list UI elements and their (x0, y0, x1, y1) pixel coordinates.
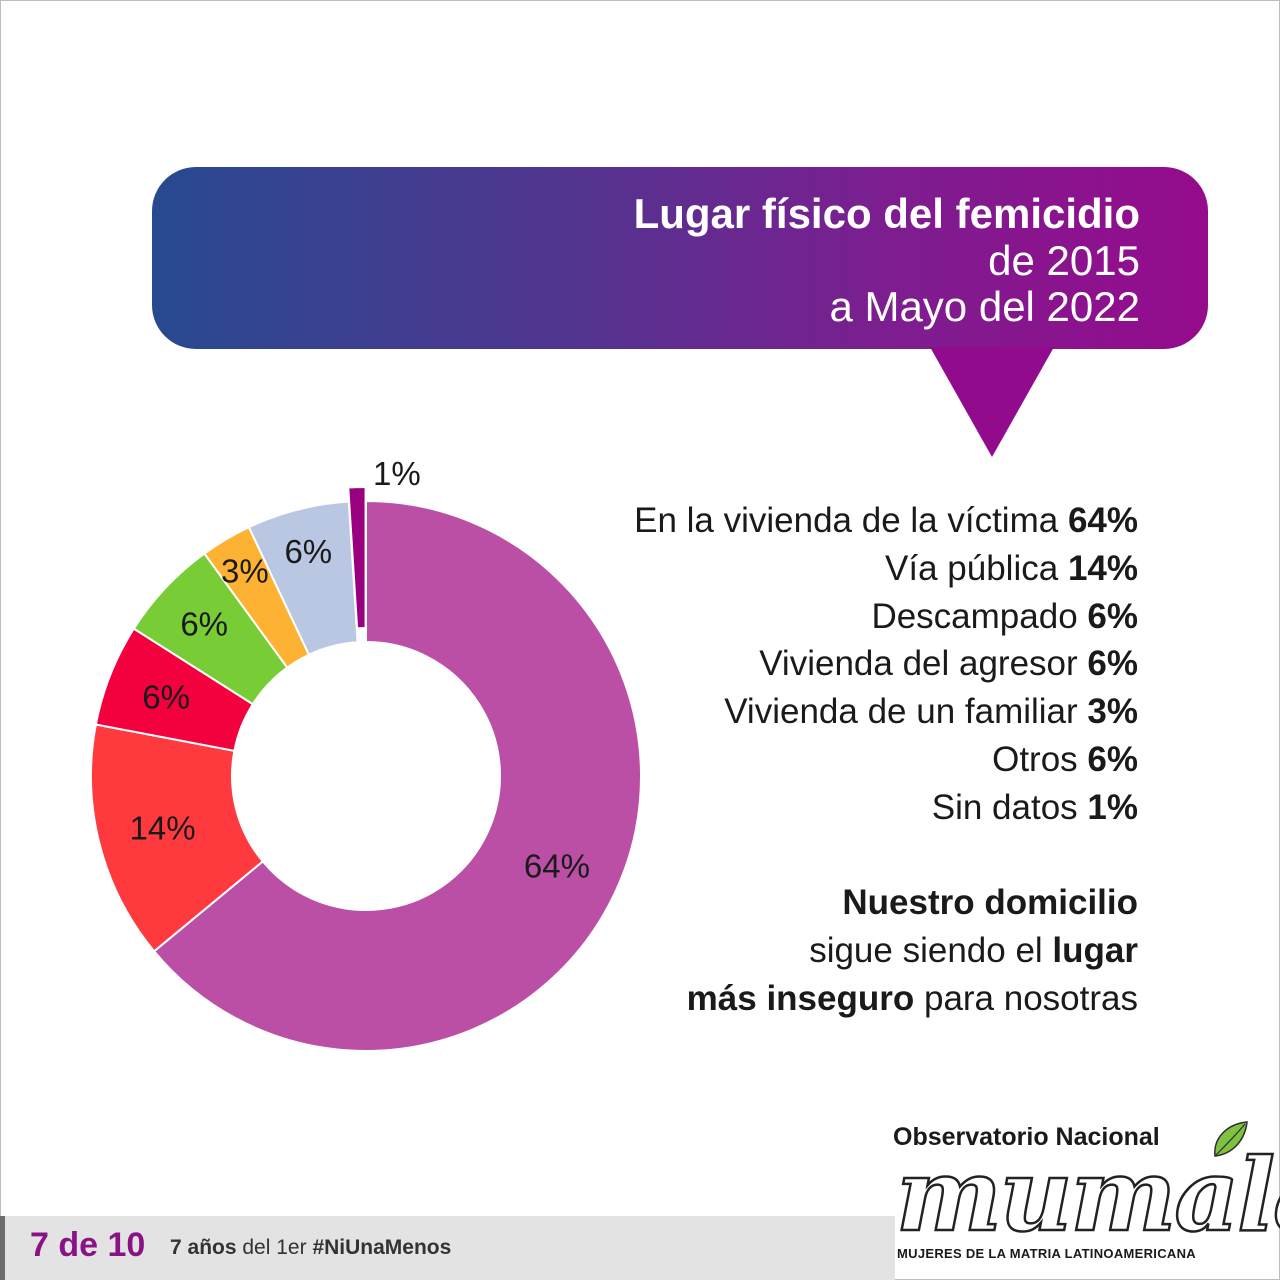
title-bubble (152, 167, 1208, 349)
legend-value: 6% (1087, 596, 1138, 636)
legend-value: 6% (1087, 739, 1138, 779)
footer-hashtag: #NiUnaMenos (312, 1236, 452, 1259)
legend-label: Sin datos (931, 787, 1078, 827)
footer-text: 7 años del 1er #NiUnaMenos (170, 1236, 451, 1260)
footer-connector: del 1er (242, 1236, 307, 1259)
legend-row-vivienda-victima: En la vivienda de la víctima 64% (634, 497, 1138, 545)
logo-title: Observatorio Nacional (893, 1123, 1160, 1151)
donut-label-3: 6% (180, 606, 228, 643)
legend-label: Vía pública (885, 548, 1059, 588)
legend-row-otros: Otros 6% (634, 736, 1138, 784)
chart-title-block: Lugar físico del femicidio de 2015 a May… (634, 190, 1140, 330)
legend-row-sin-datos: Sin datos 1% (634, 784, 1138, 832)
legend-value: 64% (1067, 501, 1138, 540)
legend-row-descampado: Descampado 6% (634, 593, 1138, 641)
footer-years: 7 años (170, 1236, 237, 1259)
legend-row-vivienda-agresor: Vivienda del agresor 6% (634, 640, 1138, 688)
footer-bar: 7 de 10 7 años del 1er #NiUnaMenos (0, 1216, 895, 1280)
legend-value: 3% (1087, 692, 1138, 732)
donut-slice-1 (90, 723, 265, 953)
message-line3-bold: más inseguro (686, 978, 915, 1018)
closing-message: Nuestro domicilio sigue siendo el lugar … (687, 879, 1138, 1022)
legend: En la vivienda de la víctima 64% Vía púb… (634, 497, 1138, 832)
message-line2-bold: lugar (1052, 930, 1138, 970)
donut-slice-6 (347, 486, 367, 630)
donut-label-1: 14% (130, 810, 196, 847)
legend-label: Vivienda del agresor (759, 644, 1078, 684)
donut-label-6: 1% (373, 455, 421, 492)
legend-row-vivienda-familiar: Vivienda de un familiar 3% (634, 688, 1138, 736)
logo-wordmark: mumala (895, 1136, 1280, 1254)
message-line2-normal: sigue siendo el (809, 930, 1053, 970)
donut-slice-0 (152, 499, 642, 1052)
chart-title: Lugar físico del femicidio (633, 190, 1140, 237)
logo-tagline: MUJERES DE LA MATRIA LATINOAMERICANA (897, 1246, 1196, 1261)
legend-label: En la vivienda de la víctima (634, 501, 1059, 540)
legend-value: 14% (1067, 548, 1138, 588)
leaf-icon (1214, 1121, 1248, 1157)
legend-label: Otros (992, 739, 1078, 779)
legend-value: 1% (1087, 787, 1138, 827)
donut-label-4: 3% (221, 553, 269, 590)
donut-label-5: 6% (284, 533, 332, 570)
legend-row-via-publica: Vía pública 14% (634, 545, 1138, 593)
donut-label-0: 64% (524, 847, 590, 884)
legend-label: Descampado (871, 596, 1078, 636)
message-line1: Nuestro domicilio (842, 883, 1138, 922)
legend-value: 6% (1087, 644, 1138, 684)
legend-label: Vivienda de un familiar (724, 692, 1078, 732)
footer-count: 7 de 10 (30, 1226, 146, 1264)
donut-label-2: 6% (142, 678, 190, 715)
chart-subtitle-line1: de 2015 (988, 237, 1140, 284)
message-line3-normal: para nosotras (914, 978, 1138, 1018)
chart-subtitle-line2: a Mayo del 2022 (829, 283, 1140, 330)
